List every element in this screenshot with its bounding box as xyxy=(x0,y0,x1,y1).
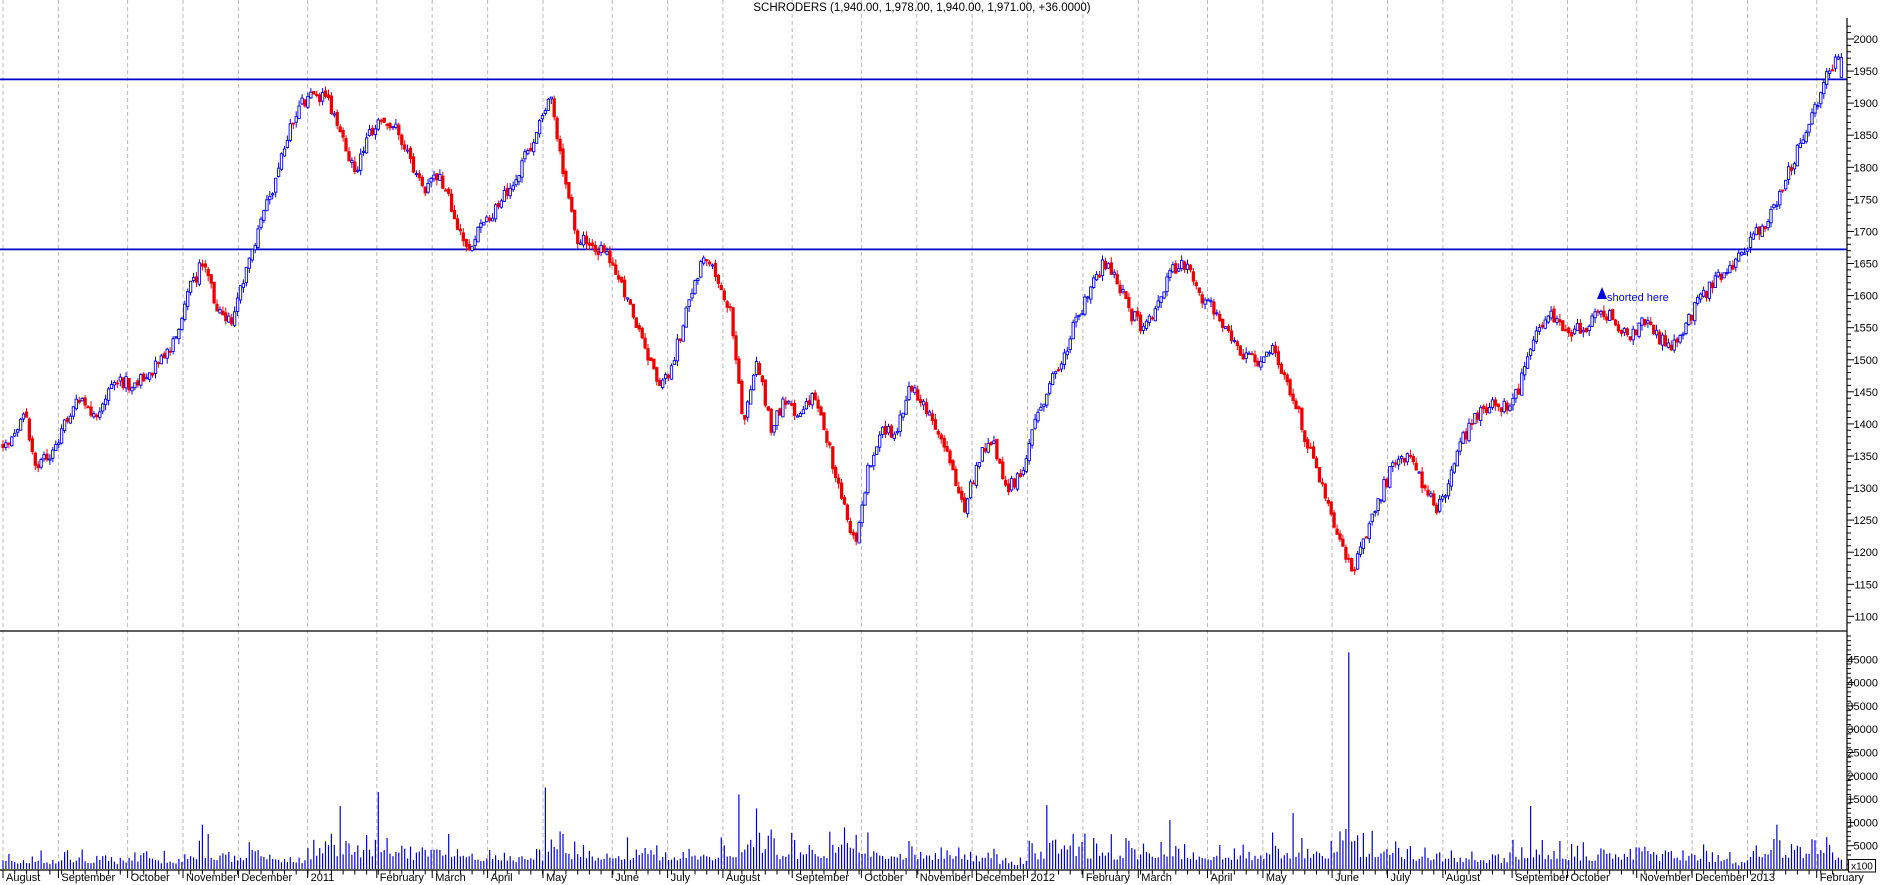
volume-unit-box xyxy=(1848,859,1876,873)
svg-text:25000: 25000 xyxy=(1847,748,1878,760)
svg-text:1300: 1300 xyxy=(1854,483,1878,495)
svg-text:1800: 1800 xyxy=(1854,162,1878,174)
svg-text:December: December xyxy=(1695,872,1746,884)
svg-text:March: March xyxy=(1141,872,1172,884)
svg-text:10000: 10000 xyxy=(1847,817,1878,829)
svg-text:2000: 2000 xyxy=(1854,34,1878,46)
svg-text:1550: 1550 xyxy=(1854,323,1878,335)
svg-text:40000: 40000 xyxy=(1847,678,1878,690)
svg-text:October: October xyxy=(864,872,903,884)
volume-unit-label: x100 xyxy=(1851,862,1873,873)
svg-text:1400: 1400 xyxy=(1854,419,1878,431)
price-axis: 2000 1950 1900 1850 1800 1750 1700 1650 1600 1550… xyxy=(1847,25,1878,624)
svg-text:October: October xyxy=(1571,872,1610,884)
svg-text:August: August xyxy=(6,872,40,884)
shorted-here-annotation: shorted here xyxy=(1597,287,1669,304)
svg-text:June: June xyxy=(615,872,639,884)
svg-text:5000: 5000 xyxy=(1854,841,1878,853)
svg-text:1350: 1350 xyxy=(1854,451,1878,463)
panel-frame-lines xyxy=(0,18,1848,870)
svg-text:1500: 1500 xyxy=(1854,355,1878,367)
svg-text:July: July xyxy=(1391,872,1411,884)
svg-text:2013: 2013 xyxy=(1751,872,1775,884)
price-candles xyxy=(1,53,1844,575)
svg-text:December: December xyxy=(241,872,292,884)
svg-text:1700: 1700 xyxy=(1854,226,1878,238)
svg-text:October: October xyxy=(131,872,170,884)
svg-text:February: February xyxy=(1820,872,1865,884)
svg-text:September: September xyxy=(61,872,115,884)
support-resistance-lines xyxy=(0,78,1847,251)
svg-text:February: February xyxy=(1086,872,1131,884)
svg-text:April: April xyxy=(1211,872,1233,884)
date-axis: August September October November December 20… xyxy=(0,869,1865,884)
annotation-text: shorted here xyxy=(1607,292,1669,304)
svg-text:1150: 1150 xyxy=(1854,579,1878,591)
svg-text:1950: 1950 xyxy=(1854,66,1878,78)
svg-text:2011: 2011 xyxy=(311,872,335,884)
svg-text:March: March xyxy=(435,872,466,884)
svg-text:November: November xyxy=(920,872,971,884)
svg-text:1750: 1750 xyxy=(1854,194,1878,206)
svg-text:November: November xyxy=(186,872,237,884)
svg-text:1850: 1850 xyxy=(1854,130,1878,142)
volume-axis: 5000 10000 15000 20000 25000 30000 35000 40000 4… xyxy=(1847,635,1878,865)
annotation-arrow-icon xyxy=(1597,287,1607,299)
chart-title: SCHRODERS (1,940.00, 1,978.00, 1,940.00,… xyxy=(753,2,1090,14)
svg-text:2012: 2012 xyxy=(1031,872,1055,884)
svg-text:July: July xyxy=(671,872,691,884)
svg-text:35000: 35000 xyxy=(1847,701,1878,713)
svg-text:May: May xyxy=(546,872,567,884)
svg-text:April: April xyxy=(491,872,513,884)
svg-text:1900: 1900 xyxy=(1854,98,1878,110)
svg-text:1200: 1200 xyxy=(1854,547,1878,559)
svg-text:February: February xyxy=(380,872,425,884)
svg-text:August: August xyxy=(726,872,760,884)
volume-bars xyxy=(2,652,1842,869)
svg-text:1650: 1650 xyxy=(1854,259,1878,271)
svg-text:20000: 20000 xyxy=(1847,771,1878,783)
svg-text:1100: 1100 xyxy=(1854,611,1878,623)
svg-text:September: September xyxy=(795,872,849,884)
svg-text:1450: 1450 xyxy=(1854,387,1878,399)
svg-text:30000: 30000 xyxy=(1847,724,1878,736)
svg-text:1600: 1600 xyxy=(1854,291,1878,303)
volume-unit-badge: x100 xyxy=(1848,859,1876,873)
svg-text:December: December xyxy=(975,872,1026,884)
month-gridlines xyxy=(2,0,1818,870)
svg-text:November: November xyxy=(1640,872,1691,884)
svg-text:15000: 15000 xyxy=(1847,794,1878,806)
svg-text:May: May xyxy=(1266,872,1287,884)
svg-text:August: August xyxy=(1446,872,1480,884)
svg-text:45000: 45000 xyxy=(1847,654,1878,666)
svg-text:September: September xyxy=(1515,872,1569,884)
svg-text:1250: 1250 xyxy=(1854,515,1878,527)
svg-text:June: June xyxy=(1335,872,1359,884)
